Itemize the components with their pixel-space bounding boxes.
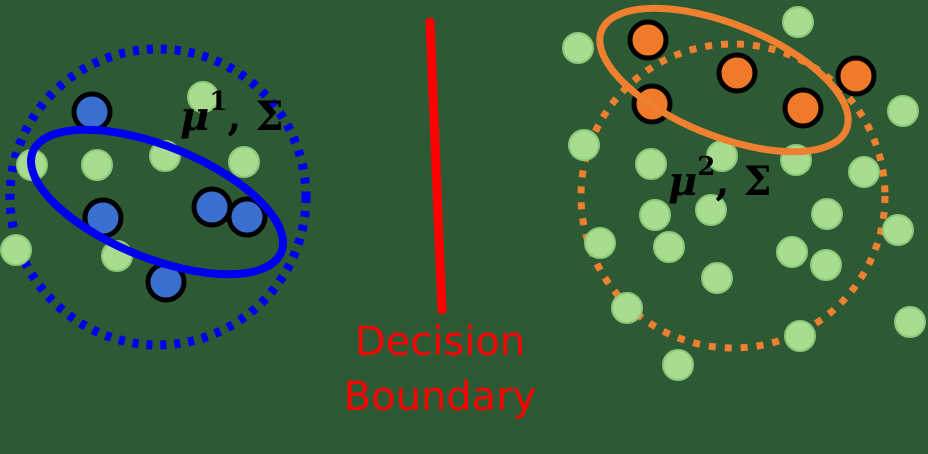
unlabeled-point	[894, 306, 926, 338]
unlabeled-point	[810, 249, 842, 281]
class1-points	[71, 91, 268, 303]
class1-point	[226, 196, 268, 238]
unlabeled-point	[81, 149, 113, 181]
unlabeled-point	[695, 194, 727, 226]
unlabeled-point	[662, 349, 694, 381]
unlabeled-point	[887, 95, 919, 127]
class1-point	[191, 186, 233, 228]
class2-point	[782, 87, 824, 129]
class2-label: μ2, Σ	[668, 152, 772, 205]
decision-boundary-label-line2: Boundary	[344, 374, 537, 420]
unlabeled-point	[882, 214, 914, 246]
class1-mu: μ	[180, 93, 209, 140]
class1-label: μ1, Σ	[180, 87, 284, 140]
unlabeled-point	[811, 198, 843, 230]
unlabeled-point	[653, 231, 685, 263]
class2-ellipse	[596, 4, 852, 156]
class2-mu-superscript: 2	[697, 152, 715, 182]
class2-point	[627, 19, 669, 61]
class1-ellipse	[26, 125, 288, 279]
unlabeled-point	[848, 156, 880, 188]
unlabeled-point	[228, 146, 260, 178]
unlabeled-point	[782, 6, 814, 38]
unlabeled-point	[0, 234, 32, 266]
decision-boundary-line	[425, 17, 447, 315]
class1-sigma: , Σ	[227, 93, 283, 140]
unlabeled-point	[584, 227, 616, 259]
unlabeled-point	[611, 292, 643, 324]
class2-points	[627, 19, 877, 129]
unlabeled-point	[562, 32, 594, 64]
unlabeled-point	[568, 129, 600, 161]
class2-mu: μ	[668, 158, 697, 205]
decision-boundary-label-line1: Decision	[355, 319, 525, 365]
class1-point	[71, 91, 113, 133]
unlabeled-point	[639, 199, 671, 231]
class2-point	[835, 55, 877, 97]
unlabeled-point	[635, 148, 667, 180]
unlabeled-point	[776, 236, 808, 268]
class2-sigma: , Σ	[715, 158, 771, 205]
unlabeled-point	[187, 81, 219, 113]
class1-mu-superscript: 1	[209, 87, 227, 117]
class2-point	[716, 52, 758, 94]
class1-covariance-circle	[5, 44, 311, 350]
class2-covariance-circle	[577, 40, 889, 352]
unlabeled-point	[701, 262, 733, 294]
unlabeled-point	[784, 320, 816, 352]
